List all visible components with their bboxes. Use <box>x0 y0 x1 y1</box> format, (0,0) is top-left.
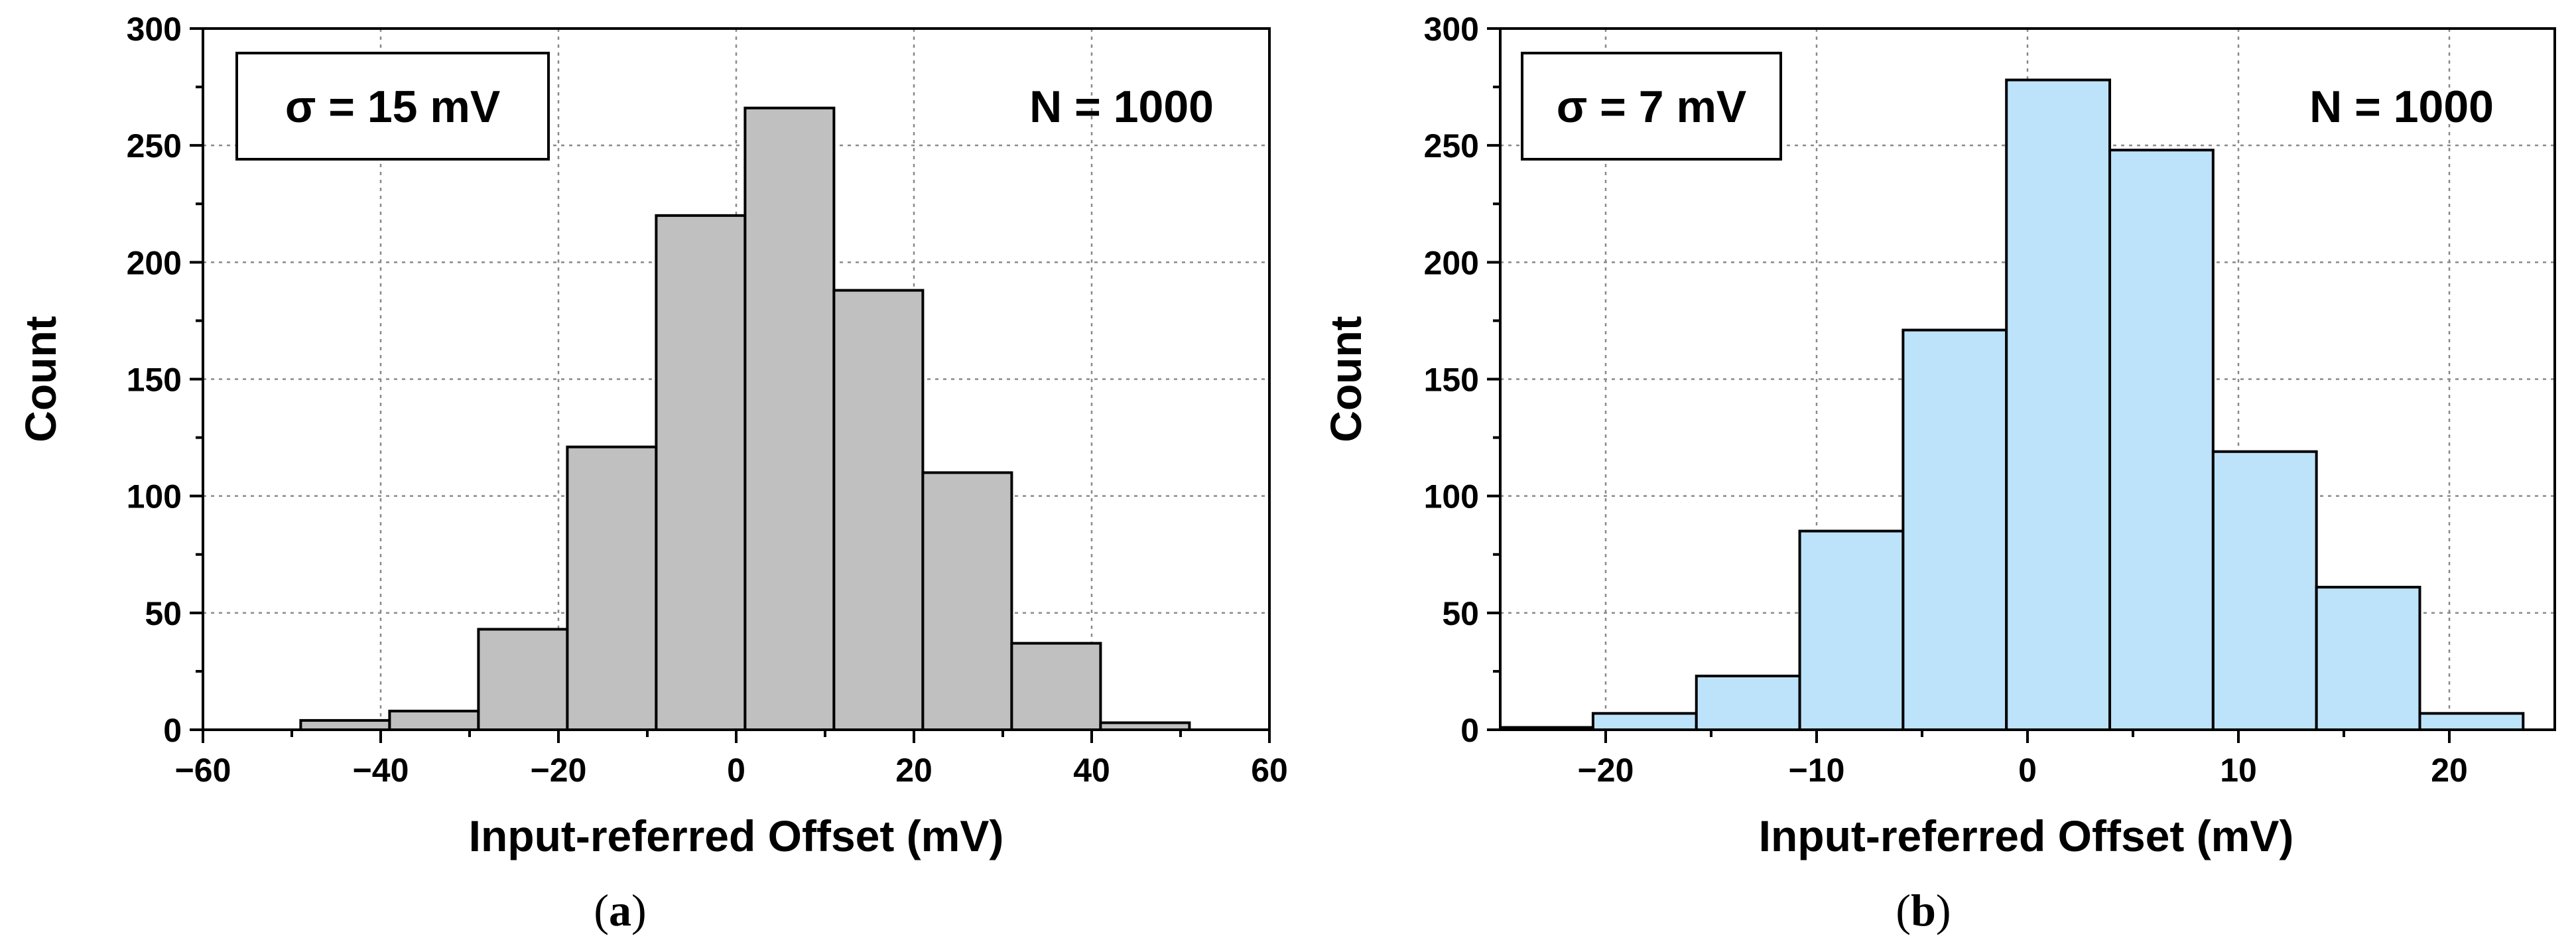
y-tick-label: 300 <box>127 11 182 48</box>
y-axis-title: Count <box>1321 316 1370 442</box>
sigma-annotation: σ = 15 mV <box>285 82 500 132</box>
y-tick-label: 200 <box>1424 244 1479 281</box>
plot-frame <box>202 27 1271 731</box>
sigma-annotation-box <box>1521 52 1782 161</box>
y-tick-label: 200 <box>127 244 182 281</box>
y-tick-label: 100 <box>1424 478 1479 515</box>
histogram-bar <box>2211 450 2318 731</box>
caption-b: (b) <box>1896 885 1951 935</box>
histogram-bar <box>566 445 658 732</box>
x-tick-label: 40 <box>1073 752 1110 789</box>
y-tick-label: 100 <box>127 478 182 515</box>
caption-a: (a) <box>594 885 646 935</box>
histogram-bar <box>921 471 1013 732</box>
x-tick-labels: −60 −40 −20 0 20 40 60 <box>175 752 1288 789</box>
x-tick-label: 20 <box>2431 752 2468 789</box>
x-tick-labels: −20 −10 0 10 20 <box>1578 752 2468 789</box>
histogram-bar <box>2418 712 2525 732</box>
chart-panel-b: −20 −10 0 10 20 0 50 100 150 200 250 300 Input-ref… <box>1321 11 2556 860</box>
sample-count-annotation: N = 1000 <box>1029 82 1214 132</box>
y-tick-label: 0 <box>163 712 182 749</box>
x-tick-label: 10 <box>2220 752 2257 789</box>
x-tick-label: −40 <box>353 752 409 789</box>
histogram-bar <box>1591 712 1698 732</box>
y-tick-label: 150 <box>1424 362 1479 399</box>
histogram-bars <box>1499 78 2525 732</box>
chart-panel-a: −60 −40 −20 0 20 40 60 0 50 100 150 200 250 300 Inpu… <box>16 11 1288 860</box>
y-tick-label: 50 <box>1442 595 1479 632</box>
sample-count-annotation: N = 1000 <box>2309 82 2494 132</box>
y-tick-label: 300 <box>1424 11 1479 48</box>
histogram-bar <box>299 718 391 731</box>
histogram-bar <box>743 106 836 731</box>
x-tick-label: −10 <box>1789 752 1845 789</box>
histogram-bar <box>2005 78 2112 732</box>
histogram-bar <box>2108 149 2215 732</box>
x-tick-label: 20 <box>895 752 933 789</box>
histogram-bar <box>1010 642 1102 731</box>
y-axis-title: Count <box>16 316 65 442</box>
x-tick-label: −60 <box>175 752 231 789</box>
sigma-annotation-box <box>235 52 550 161</box>
histogram-bar <box>477 628 569 731</box>
histogram-bar <box>1901 328 2008 731</box>
x-axis-title: Input-referred Offset (mV) <box>1759 811 2294 860</box>
y-tick-label: 0 <box>1460 712 1479 749</box>
histogram-bar <box>832 289 925 731</box>
sigma-annotation: σ = 7 mV <box>1557 82 1747 132</box>
histogram-bar <box>1798 529 1905 731</box>
histogram-bars <box>299 106 1191 732</box>
x-tick-label: −20 <box>531 752 587 789</box>
y-tick-label: 150 <box>127 362 182 399</box>
x-tick-label: −20 <box>1578 752 1634 789</box>
x-tick-label: 0 <box>727 752 745 789</box>
histogram-bar <box>2315 586 2421 731</box>
plot-frame <box>1499 27 2556 731</box>
axis-ticks <box>1487 27 2451 743</box>
y-tick-labels: 0 50 100 150 200 250 300 <box>127 11 182 749</box>
histogram-bar <box>655 214 747 732</box>
y-tick-label: 50 <box>145 595 182 632</box>
x-axis-title: Input-referred Offset (mV) <box>469 811 1004 860</box>
histogram-bar <box>388 709 480 732</box>
histogram-bar <box>1695 674 1801 731</box>
y-tick-labels: 0 50 100 150 200 250 300 <box>1424 11 1479 749</box>
y-tick-label: 250 <box>1424 127 1479 165</box>
x-tick-label: 60 <box>1251 752 1288 789</box>
y-tick-label: 250 <box>127 127 182 165</box>
x-tick-label: 0 <box>2018 752 2037 789</box>
